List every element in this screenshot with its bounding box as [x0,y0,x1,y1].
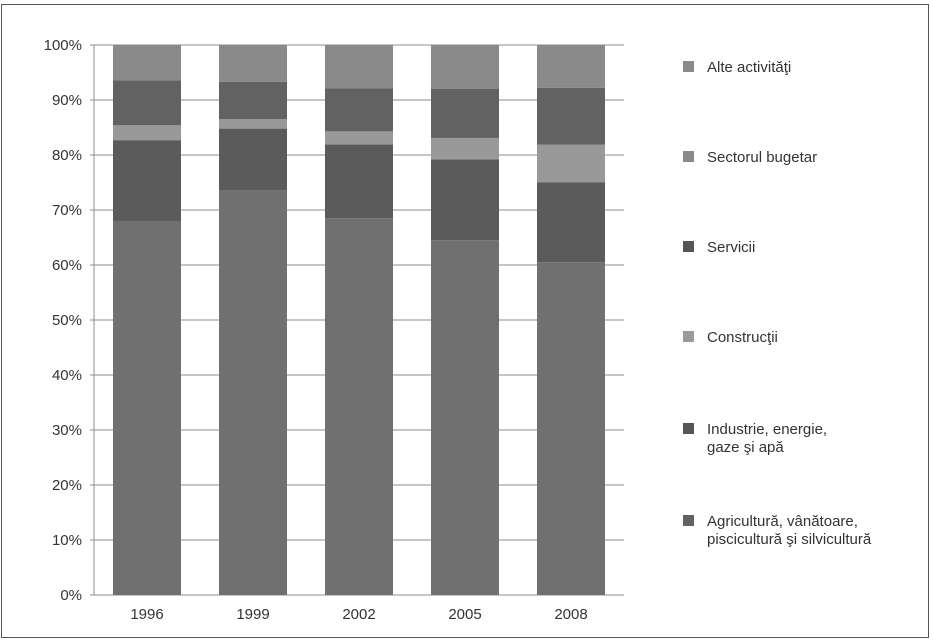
bar-segment [431,45,499,89]
y-tick-label: 100% [44,37,82,54]
bar-segment [537,45,605,88]
bar-segment [537,182,605,263]
bar-segment [113,125,181,141]
bar-segment [113,45,181,81]
y-tick-label: 0% [60,587,82,604]
bar-segment [325,218,393,595]
legend-label: Agricultură, vânătoare, [707,513,858,530]
stacked-bar-chart: 0%10%20%30%40%50%60%70%80%90%100% 1996 19… [44,37,872,623]
bar-segment [431,137,499,160]
bar-segment [431,159,499,241]
legend-swatch [683,423,694,434]
bar-segment [325,45,393,89]
y-tick-label: 30% [52,422,82,439]
y-axis: 0% 10% 20% 30% 40% 50% 60% 70% 80% 90% 100% [44,37,95,604]
bar-segment [113,80,181,126]
x-tick-label: 2002 [342,606,375,623]
bar-segment [325,131,393,145]
y-tick-label: 40% [52,367,82,384]
bar-segment [431,240,499,595]
legend-label: Servicii [707,239,755,256]
bar-segment [113,140,181,221]
y-tick-label: 10% [52,532,82,549]
legend-label: piscicultură şi silvicultură [707,531,872,548]
legend-swatch [683,331,694,342]
legend-swatch [683,61,694,72]
bar-segment [219,128,287,191]
chart-frame: 0% 10% 20% 30% 40% 50% 60% 70% 80% 90% 100% 1996 19… [1,4,929,638]
bar-segment [219,45,287,82]
legend: Alte activităţi Sectorul bugetar Servicii C… [683,59,872,548]
legend-swatch [683,241,694,252]
legend-label: Construcţii [707,329,778,346]
bar-segment [219,190,287,595]
y-tick-label: 70% [52,202,82,219]
legend-label: Sectorul bugetar [707,149,817,166]
legend-label: Alte activităţi [707,59,791,76]
x-tick-label: 1996 [130,606,163,623]
x-tick-label: 2008 [554,606,587,623]
y-tick-label: 50% [52,312,82,329]
bar-segment [219,119,287,129]
bar-segment [537,87,605,145]
legend-label: Industrie, energie, [707,421,827,438]
bar-segment [219,81,287,120]
y-tick-label: 80% [52,147,82,164]
bar-segment [325,144,393,219]
bar-segment [113,221,181,595]
x-tick-label: 2005 [448,606,481,623]
bar-segment [325,88,393,132]
bars-group [113,45,605,595]
y-tick-label: 90% [52,92,82,109]
legend-swatch [683,515,694,526]
bar-segment [537,262,605,595]
legend-swatch [683,151,694,162]
y-tick-label: 20% [52,477,82,494]
bar-segment [431,89,499,138]
bar-segment [537,144,605,183]
y-tick-label: 60% [52,257,82,274]
legend-label: gaze şi apă [707,439,784,456]
x-axis: 1996 1999 2002 2005 2008 [130,606,587,623]
x-tick-label: 1999 [236,606,269,623]
